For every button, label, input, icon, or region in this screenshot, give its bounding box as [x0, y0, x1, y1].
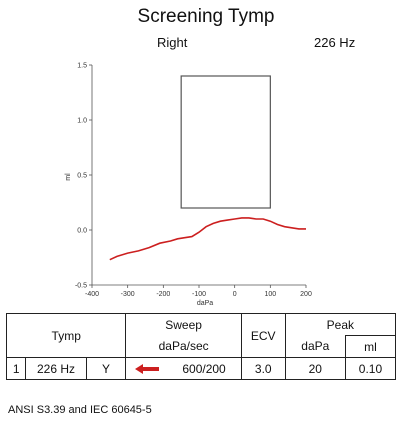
row-index: 1	[5, 357, 27, 380]
x-tick-label: -400	[85, 291, 99, 298]
row-frequency: 226 Hz	[25, 357, 87, 380]
chart-title: Screening Tymp	[137, 6, 275, 27]
sweep-header: Sweep	[125, 313, 242, 336]
frequency-label: 226 Hz	[314, 35, 356, 50]
y-tick-label: 0.0	[77, 228, 87, 235]
tympanogram-chart: 1.5 1.0 0.5 0.0 -0.5-400 -300 -200 -100 0 100 200 d…	[65, 63, 312, 308]
y-tick-label: 0.5	[77, 173, 87, 180]
x-tick-label: -300	[121, 291, 135, 298]
y-tick-label: 1.0	[77, 118, 87, 125]
row-sweep-rate: 600/200	[167, 357, 242, 380]
tympanogram-line	[109, 217, 306, 261]
row-peak-dapa: 20	[284, 357, 346, 380]
row-type: Y	[85, 357, 127, 380]
peak-dapa-header: daPa	[284, 335, 346, 358]
sweep-unit-header: daPa/sec	[125, 335, 242, 358]
x-tick-label: -200	[156, 291, 170, 298]
ecv-header: ECV	[240, 313, 286, 358]
x-axis-label: daPa	[197, 300, 213, 307]
row-ecv: 3.0	[240, 357, 286, 380]
row-peak-ml: 0.10	[344, 357, 397, 380]
x-tick-label: 100	[264, 291, 276, 298]
y-axis-label: ml	[65, 173, 72, 181]
x-tick-label: 200	[300, 291, 312, 298]
x-tick-label: 0	[233, 291, 237, 298]
normative-box	[180, 75, 271, 209]
row-direction	[125, 357, 168, 380]
standards-note: ANSI S3.39 and IEC 60645-5	[8, 404, 152, 416]
table-row: 1 226 Hz Y 600/200 3.0 20 0.10	[5, 357, 397, 380]
peak-header: Peak	[284, 313, 397, 336]
arrow-left-icon	[134, 364, 159, 375]
peak-ml-header: ml	[344, 335, 397, 358]
y-tick-label: 1.5	[77, 63, 87, 70]
results-table: Tymp Sweep ECV Peak daPa/sec daPa ml 1 2…	[5, 313, 397, 380]
y-tick-label: -0.5	[75, 283, 87, 290]
ear-label: Right	[157, 35, 188, 50]
x-tick-label: -100	[192, 291, 206, 298]
tymp-header: Tymp	[5, 313, 127, 358]
